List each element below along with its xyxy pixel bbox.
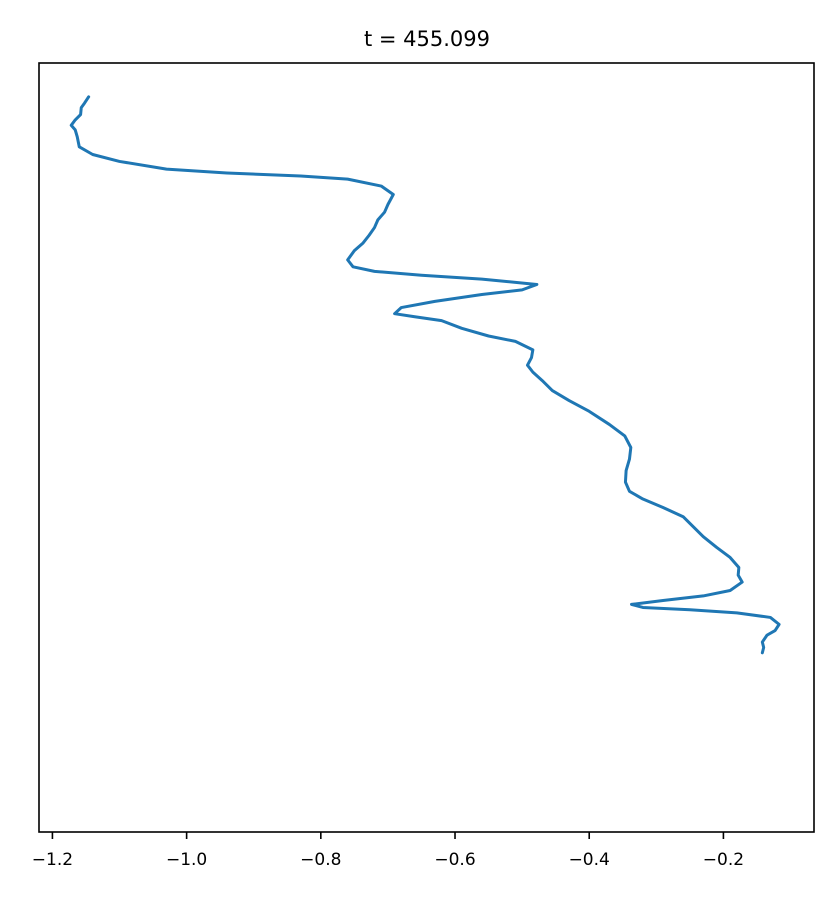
x-tick-label: −1.2 (32, 850, 73, 870)
x-axis-tick-labels: −1.2 −1.0 −0.8 −0.6 −0.4 −0.2 (32, 850, 744, 870)
x-tick-label: −0.8 (300, 850, 341, 870)
chart-title: t = 455.099 (364, 27, 490, 51)
plot-area-frame (38, 62, 815, 833)
series-line (69, 95, 781, 655)
x-tick-label: −0.4 (569, 850, 610, 870)
x-tick-label: −0.2 (703, 850, 744, 870)
x-tick-label: −0.6 (434, 850, 475, 870)
x-tick-label: −1.0 (166, 850, 207, 870)
x-axis-ticks (51, 832, 725, 839)
